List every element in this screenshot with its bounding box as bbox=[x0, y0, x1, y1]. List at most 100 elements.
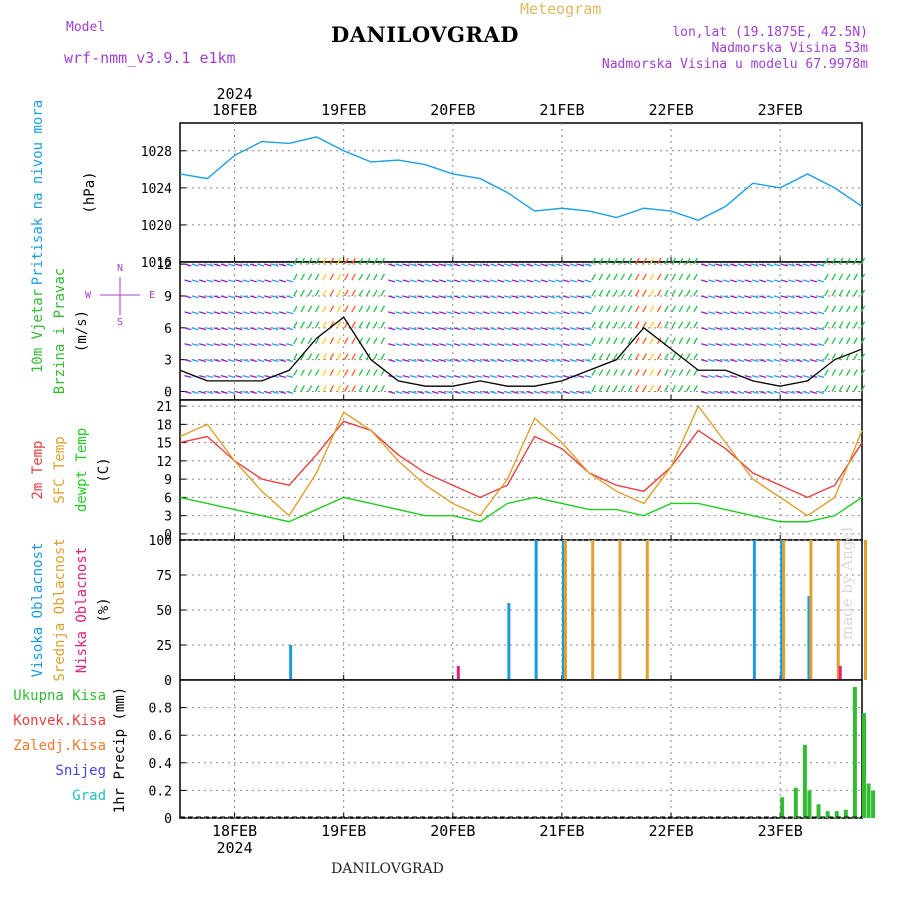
wind-barb bbox=[569, 390, 578, 394]
wind-barb bbox=[329, 257, 335, 265]
wind-barb bbox=[548, 359, 556, 363]
wind-barb bbox=[766, 343, 774, 347]
wind-barb bbox=[817, 327, 825, 331]
wind-barb bbox=[700, 327, 708, 331]
wind-barb bbox=[649, 305, 655, 313]
wind-barb bbox=[642, 305, 647, 313]
wind-barb bbox=[671, 337, 677, 345]
y-tick-label: 21 bbox=[156, 400, 172, 415]
wind-barb bbox=[497, 374, 505, 379]
wind-barb bbox=[213, 295, 221, 299]
wind-barb bbox=[700, 279, 708, 283]
wind-barb bbox=[605, 289, 611, 297]
wind-barb bbox=[293, 273, 298, 281]
wind-barb bbox=[460, 279, 468, 283]
wind-barb bbox=[708, 374, 716, 379]
wind-barb bbox=[548, 295, 556, 299]
wind-barb bbox=[314, 289, 320, 297]
wind-barb bbox=[591, 353, 596, 360]
wind-barb bbox=[257, 390, 265, 394]
wind-barb bbox=[715, 311, 723, 315]
wind-barb bbox=[475, 390, 483, 394]
wind-barb bbox=[206, 374, 214, 379]
wind-barb bbox=[453, 311, 461, 315]
wind-barb bbox=[402, 263, 410, 267]
wind-barb bbox=[198, 343, 207, 347]
wind-barb bbox=[395, 327, 403, 331]
wind-barb bbox=[795, 374, 803, 379]
wind-barb bbox=[336, 353, 342, 360]
wind-barb bbox=[693, 385, 698, 392]
wind-barb bbox=[358, 321, 364, 329]
wind-barb bbox=[453, 263, 461, 267]
wind-barb bbox=[831, 273, 837, 281]
wind-barb bbox=[598, 289, 604, 297]
wind-barb bbox=[213, 279, 221, 283]
wind-barb bbox=[685, 289, 691, 297]
wind-barb bbox=[460, 311, 468, 315]
wind-barb bbox=[336, 305, 342, 313]
wind-barb bbox=[191, 390, 199, 394]
wind-barb bbox=[424, 263, 432, 267]
wind-barb bbox=[649, 321, 655, 329]
wind-barb bbox=[504, 390, 512, 394]
y-tick-label: 1024 bbox=[141, 182, 172, 197]
wind-barb bbox=[620, 305, 626, 313]
precip-bar bbox=[862, 713, 866, 818]
wind-barb bbox=[759, 327, 767, 331]
wind-barb bbox=[460, 390, 468, 394]
wind-barb bbox=[788, 263, 796, 267]
wind-barb bbox=[388, 279, 396, 283]
wind-barb bbox=[685, 369, 691, 376]
temperature-axis-title: (C) bbox=[96, 457, 112, 482]
wind-barb bbox=[395, 390, 403, 394]
wind-barb bbox=[314, 273, 320, 281]
wind-barb bbox=[577, 311, 585, 315]
wind-barb bbox=[322, 353, 327, 360]
wind-barb bbox=[671, 289, 677, 297]
wind-barb bbox=[591, 289, 596, 297]
wind-barb bbox=[605, 369, 611, 376]
wind-barb bbox=[569, 359, 578, 363]
wind-barb bbox=[773, 343, 781, 347]
wind-barb bbox=[802, 359, 810, 363]
wind-barb bbox=[708, 311, 716, 315]
wind-barb bbox=[584, 295, 592, 299]
wind-barb bbox=[700, 343, 708, 347]
temperature-panel-frame bbox=[179, 399, 863, 541]
wind-barb bbox=[504, 311, 512, 315]
wind-barb bbox=[722, 327, 730, 331]
wind-barb bbox=[460, 359, 468, 363]
wind-barb bbox=[475, 359, 483, 363]
wind-barb bbox=[824, 273, 829, 281]
wind-barb bbox=[817, 263, 825, 267]
wind-barb bbox=[489, 311, 498, 315]
wind-barb bbox=[293, 353, 298, 360]
wind-barb bbox=[824, 305, 829, 313]
wind-barb bbox=[577, 327, 585, 331]
wind-barb bbox=[431, 311, 439, 315]
wind-barb bbox=[409, 390, 417, 394]
wind-barb bbox=[817, 390, 825, 394]
credit-watermark: made by Angel bbox=[838, 526, 856, 640]
wind-barb bbox=[286, 295, 294, 299]
y-tick-label: 0.8 bbox=[149, 702, 172, 717]
wind-barb bbox=[249, 374, 257, 379]
wind-barb bbox=[249, 311, 257, 315]
wind-barb bbox=[577, 295, 585, 299]
wind-barb bbox=[715, 279, 723, 283]
wind-barb bbox=[271, 311, 279, 315]
wind-barb bbox=[220, 311, 228, 315]
wind-barb bbox=[446, 359, 454, 363]
wind-barb bbox=[693, 305, 698, 313]
wind-barb bbox=[656, 353, 662, 360]
wind-barb bbox=[344, 273, 349, 281]
wind-barb bbox=[817, 359, 825, 363]
top-year-label: 2024 bbox=[216, 85, 252, 103]
wind-barb bbox=[504, 295, 512, 299]
wind-barb bbox=[773, 374, 781, 379]
bottom-date-label: 22FEB bbox=[648, 822, 693, 840]
wind-barb bbox=[613, 305, 618, 313]
wind-barb bbox=[519, 374, 527, 379]
wind-barb bbox=[802, 390, 810, 394]
